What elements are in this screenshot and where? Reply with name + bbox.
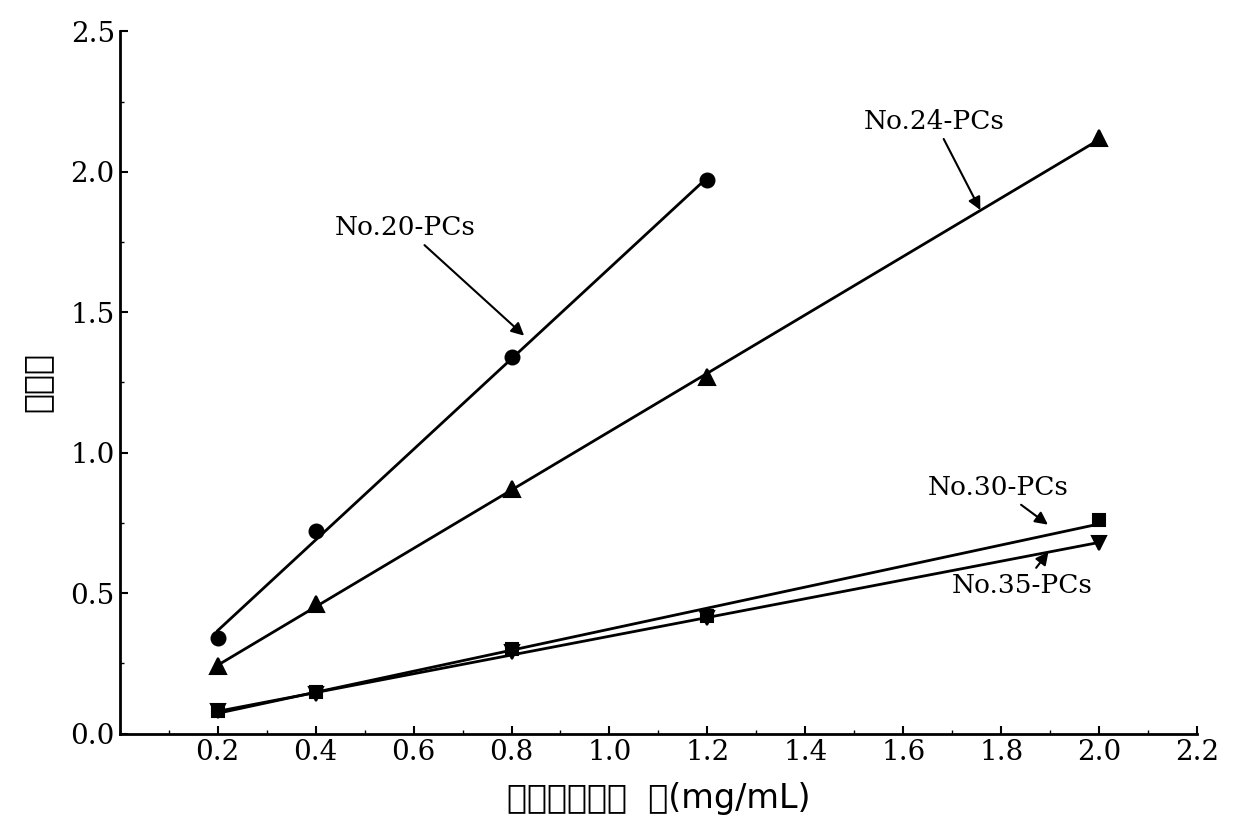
Text: No.20-PCs: No.20-PCs <box>335 216 522 334</box>
X-axis label: 减水剂质量浓  度(mg/mL): 减水剂质量浓 度(mg/mL) <box>507 782 810 815</box>
Y-axis label: 吸光度: 吸光度 <box>21 353 53 412</box>
Text: No.35-PCs: No.35-PCs <box>952 553 1094 598</box>
Text: No.24-PCs: No.24-PCs <box>864 109 1004 208</box>
Text: No.30-PCs: No.30-PCs <box>928 476 1069 523</box>
